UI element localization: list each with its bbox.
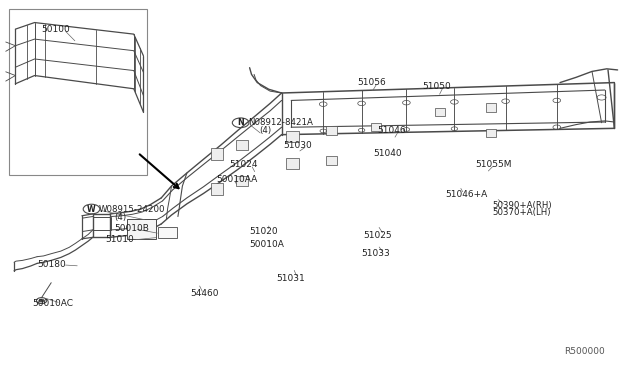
Text: 51025: 51025 [364, 231, 392, 240]
Circle shape [39, 299, 44, 302]
FancyBboxPatch shape [127, 219, 156, 239]
Text: R500000: R500000 [564, 347, 605, 356]
Text: 51031: 51031 [276, 274, 305, 283]
Text: 51046+A: 51046+A [445, 190, 487, 199]
FancyBboxPatch shape [435, 108, 445, 116]
FancyBboxPatch shape [158, 227, 177, 238]
Text: 51040: 51040 [373, 149, 402, 158]
Text: 51030: 51030 [284, 141, 312, 150]
Text: 54460: 54460 [191, 289, 220, 298]
Text: 51050: 51050 [422, 82, 451, 91]
FancyBboxPatch shape [211, 183, 223, 195]
Text: 50010AA: 50010AA [216, 175, 257, 184]
FancyBboxPatch shape [211, 148, 223, 160]
FancyBboxPatch shape [236, 176, 248, 186]
FancyBboxPatch shape [286, 131, 299, 142]
FancyBboxPatch shape [236, 140, 248, 150]
FancyBboxPatch shape [326, 156, 337, 165]
Bar [9, 9, 147, 175]
Text: 51055M: 51055M [475, 160, 511, 169]
Text: 51046: 51046 [378, 126, 406, 135]
Text: 51024: 51024 [229, 160, 258, 169]
Text: 50010AC: 50010AC [32, 299, 73, 308]
Text: W08915-24200: W08915-24200 [99, 205, 166, 214]
Text: W: W [87, 205, 96, 214]
Text: 51033: 51033 [362, 249, 390, 258]
Text: (4): (4) [114, 213, 126, 222]
FancyBboxPatch shape [286, 158, 299, 169]
Text: 50370+A(LH): 50370+A(LH) [493, 208, 551, 217]
Text: 50100: 50100 [42, 25, 70, 34]
Text: 50010B: 50010B [114, 224, 148, 233]
Text: 50010A: 50010A [250, 240, 284, 249]
Text: 50180: 50180 [37, 260, 66, 269]
FancyBboxPatch shape [371, 123, 381, 131]
Text: 50390+A(RH): 50390+A(RH) [493, 201, 552, 210]
FancyBboxPatch shape [486, 103, 496, 112]
Text: 51056: 51056 [357, 78, 386, 87]
Text: 51020: 51020 [250, 227, 278, 236]
Text: (4): (4) [259, 126, 271, 135]
Text: N08912-8421A: N08912-8421A [248, 118, 313, 127]
Text: N: N [237, 118, 244, 127]
FancyBboxPatch shape [326, 126, 337, 135]
FancyBboxPatch shape [486, 129, 496, 137]
Text: 51010: 51010 [106, 235, 134, 244]
